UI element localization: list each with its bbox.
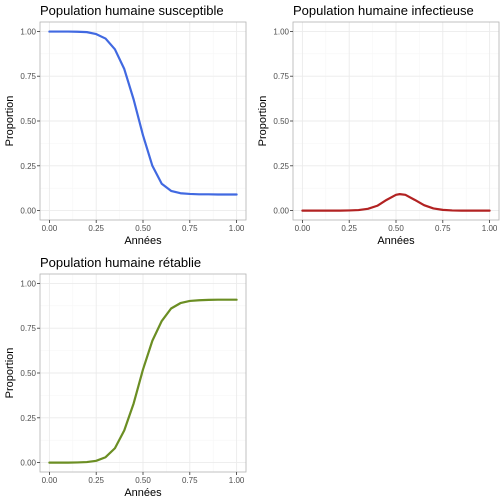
grid: [40, 22, 246, 220]
curve-group: [301, 193, 491, 212]
curve-group: [48, 30, 238, 196]
x-tick-label: 1.00: [229, 476, 245, 485]
x-tick-label: 0.00: [42, 476, 58, 485]
series-line: [48, 30, 238, 196]
curve-group: [48, 298, 238, 464]
y-tick-label: 0.00: [20, 207, 36, 216]
y-tick-label: 0.25: [20, 162, 36, 171]
y-axis-title: Proportion: [4, 348, 16, 399]
y-tick-label: 1.00: [20, 279, 36, 288]
x-tick-label: 0.75: [435, 224, 451, 233]
panel-recovered: Population humaine rétablie 0.00 0.25 0.50…: [4, 255, 247, 499]
y-tick-label: 1.00: [20, 27, 36, 36]
x-tick-label: 0.25: [88, 476, 104, 485]
x-tick-label: 0.50: [135, 224, 151, 233]
ticks: 0.00 0.25 0.50 0.75 1.00 0.00 0.25 0.50 0.75 1.00: [20, 279, 245, 485]
y-tick-label: 0.00: [273, 207, 289, 216]
x-axis-title: Années: [124, 487, 162, 499]
y-tick-label: 0.25: [273, 162, 289, 171]
panel-title: Population humaine rétablie: [40, 255, 201, 270]
x-tick-label: 0.75: [182, 476, 198, 485]
y-tick-label: 0.25: [20, 414, 36, 423]
y-tick-label: 1.00: [273, 27, 289, 36]
x-tick-label: 0.00: [42, 224, 58, 233]
x-tick-label: 1.00: [482, 224, 498, 233]
y-tick-label: 0.00: [20, 459, 36, 468]
x-axis-title: Années: [124, 235, 162, 247]
series-line: [48, 298, 238, 464]
panel-title: Population humaine susceptible: [40, 3, 224, 18]
y-tick-label: 0.75: [20, 72, 36, 81]
x-tick-label: 0.50: [388, 224, 404, 233]
panel-infectious: Population humaine infectieuse 0.00 0.25 0…: [257, 3, 500, 247]
series-line: [301, 193, 491, 212]
y-axis-title: Proportion: [257, 96, 269, 147]
x-axis-title: Années: [377, 235, 415, 247]
x-tick-label: 0.50: [135, 476, 151, 485]
y-tick-label: 0.75: [273, 72, 289, 81]
y-tick-label: 0.50: [20, 117, 36, 126]
x-tick-label: 0.00: [295, 224, 311, 233]
ticks: 0.00 0.25 0.50 0.75 1.00 0.00 0.25 0.50 0.75 1.00: [273, 27, 498, 233]
panel-susceptible: Population humaine susceptible 0.00 0.25 0…: [4, 3, 247, 247]
grid: [293, 22, 499, 220]
y-tick-label: 0.50: [20, 369, 36, 378]
ticks: 0.00 0.25 0.50 0.75 1.00 0.00 0.25 0.50 0.75 1.00: [20, 27, 245, 233]
x-tick-label: 0.75: [182, 224, 198, 233]
y-axis-title: Proportion: [4, 96, 16, 147]
x-tick-label: 0.25: [341, 224, 357, 233]
x-tick-label: 1.00: [229, 224, 245, 233]
panel-title: Population humaine infectieuse: [293, 3, 474, 18]
y-tick-label: 0.75: [20, 324, 36, 333]
x-tick-label: 0.25: [88, 224, 104, 233]
y-tick-label: 0.50: [273, 117, 289, 126]
